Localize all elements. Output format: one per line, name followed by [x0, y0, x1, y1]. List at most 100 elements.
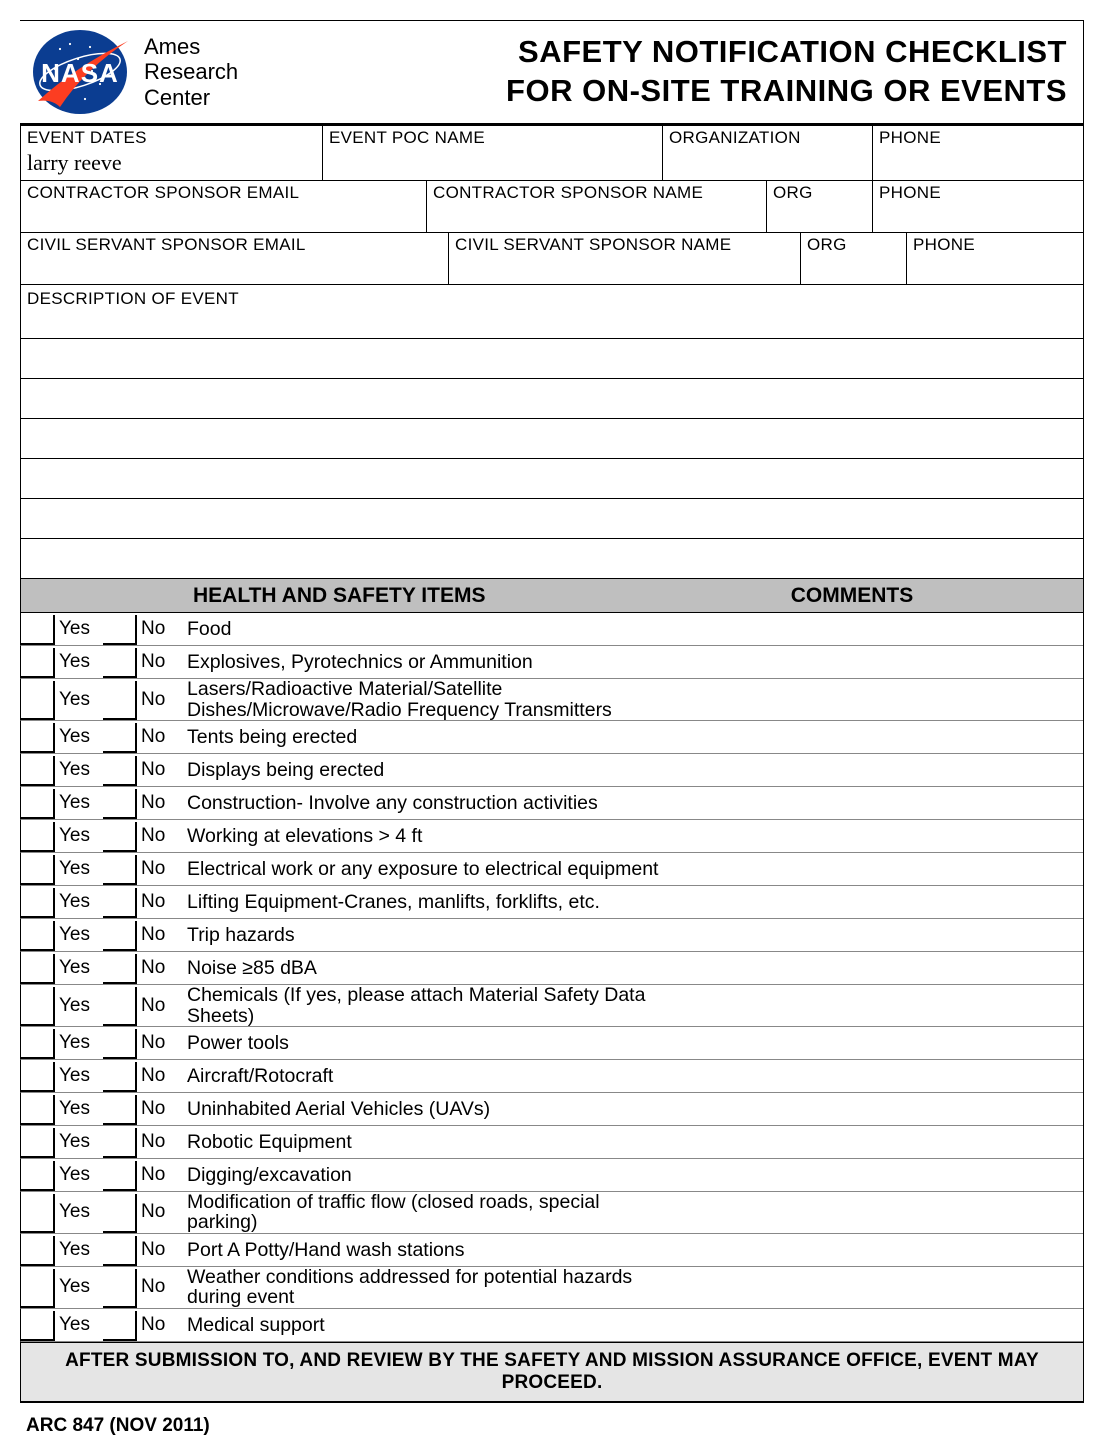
- yes-checkbox[interactable]: [21, 888, 55, 918]
- center-name: Ames Research Center: [144, 34, 238, 110]
- comment-cell[interactable]: [663, 985, 1083, 1026]
- contractor-name-cell[interactable]: CONTRACTOR SPONSOR NAME: [426, 181, 766, 233]
- comment-cell[interactable]: [663, 679, 1083, 720]
- no-label: No: [137, 919, 177, 951]
- comment-cell[interactable]: [663, 613, 1083, 645]
- contractor-name-label: CONTRACTOR SPONSOR NAME: [433, 183, 760, 203]
- checklist-row: YesNoFood: [20, 613, 1083, 646]
- form-title: SAFETY NOTIFICATION CHECKLIST FOR ON-SIT…: [238, 33, 1073, 111]
- civil-email-cell[interactable]: CIVIL SERVANT SPONSOR EMAIL: [20, 233, 448, 285]
- yes-checkbox[interactable]: [21, 1161, 55, 1191]
- phone-cell-2[interactable]: PHONE: [872, 181, 1083, 233]
- no-checkbox[interactable]: [103, 1194, 137, 1233]
- no-checkbox[interactable]: [103, 1311, 137, 1341]
- yes-checkbox[interactable]: [21, 954, 55, 984]
- organization-cell[interactable]: ORGANIZATION: [662, 126, 872, 181]
- org-cell-1[interactable]: ORG: [766, 181, 872, 233]
- comment-cell[interactable]: [663, 886, 1083, 918]
- yes-checkbox[interactable]: [21, 723, 55, 753]
- no-checkbox[interactable]: [103, 648, 137, 678]
- yes-checkbox[interactable]: [21, 1062, 55, 1092]
- yes-checkbox[interactable]: [21, 789, 55, 819]
- no-checkbox[interactable]: [103, 681, 137, 720]
- comment-cell[interactable]: [663, 1267, 1083, 1308]
- comment-cell[interactable]: [663, 1093, 1083, 1125]
- checklist-row: YesNoChemicals (If yes, please attach Ma…: [20, 985, 1083, 1027]
- no-checkbox[interactable]: [103, 1128, 137, 1158]
- comment-cell[interactable]: [663, 787, 1083, 819]
- yes-checkbox[interactable]: [21, 987, 55, 1026]
- desc-line[interactable]: [21, 379, 1083, 419]
- description-lines[interactable]: [20, 339, 1083, 579]
- no-checkbox[interactable]: [103, 1269, 137, 1308]
- comment-cell[interactable]: [663, 919, 1083, 951]
- phone-cell-1[interactable]: PHONE: [872, 126, 1083, 181]
- no-checkbox[interactable]: [103, 1161, 137, 1191]
- no-checkbox[interactable]: [103, 954, 137, 984]
- item-text: Digging/excavation: [177, 1159, 663, 1191]
- no-checkbox[interactable]: [103, 822, 137, 852]
- yes-checkbox[interactable]: [21, 648, 55, 678]
- item-text: Medical support: [177, 1309, 663, 1341]
- desc-line[interactable]: [21, 499, 1083, 539]
- comment-cell[interactable]: [663, 1060, 1083, 1092]
- comment-cell[interactable]: [663, 1234, 1083, 1266]
- comment-cell[interactable]: [663, 1192, 1083, 1233]
- no-checkbox[interactable]: [103, 1236, 137, 1266]
- desc-line[interactable]: [21, 419, 1083, 459]
- yes-checkbox[interactable]: [21, 756, 55, 786]
- comment-cell[interactable]: [663, 820, 1083, 852]
- comment-cell[interactable]: [663, 1126, 1083, 1158]
- no-checkbox[interactable]: [103, 921, 137, 951]
- form-id: ARC 847 (NOV 2011): [20, 1403, 1084, 1437]
- comments-title: COMMENTS: [661, 584, 1083, 608]
- yes-checkbox[interactable]: [21, 1194, 55, 1233]
- phone-cell-3[interactable]: PHONE: [906, 233, 1083, 285]
- comment-cell[interactable]: [663, 1309, 1083, 1341]
- no-checkbox[interactable]: [103, 723, 137, 753]
- items-container: YesNoFoodYesNoExplosives, Pyrotechnics o…: [20, 613, 1083, 1342]
- no-checkbox[interactable]: [103, 756, 137, 786]
- yes-checkbox[interactable]: [21, 822, 55, 852]
- yes-label: Yes: [55, 613, 103, 645]
- desc-line[interactable]: [21, 539, 1083, 579]
- yes-checkbox[interactable]: [21, 1095, 55, 1125]
- comment-cell[interactable]: [663, 952, 1083, 984]
- yes-checkbox[interactable]: [21, 1236, 55, 1266]
- yes-checkbox[interactable]: [21, 921, 55, 951]
- comment-cell[interactable]: [663, 1159, 1083, 1191]
- yes-checkbox[interactable]: [21, 855, 55, 885]
- checklist-row: YesNoPower tools: [20, 1027, 1083, 1060]
- no-checkbox[interactable]: [103, 789, 137, 819]
- checklist-row: YesNoUninhabited Aerial Vehicles (UAVs): [20, 1093, 1083, 1126]
- no-checkbox[interactable]: [103, 888, 137, 918]
- no-checkbox[interactable]: [103, 1062, 137, 1092]
- no-checkbox[interactable]: [103, 855, 137, 885]
- civil-name-cell[interactable]: CIVIL SERVANT SPONSOR NAME: [448, 233, 800, 285]
- no-checkbox[interactable]: [103, 1029, 137, 1059]
- yes-checkbox[interactable]: [21, 681, 55, 720]
- comment-cell[interactable]: [663, 853, 1083, 885]
- comment-cell[interactable]: [663, 721, 1083, 753]
- event-dates-cell[interactable]: EVENT DATES larry reeve: [20, 126, 322, 181]
- no-checkbox[interactable]: [103, 987, 137, 1026]
- yes-checkbox[interactable]: [21, 1029, 55, 1059]
- yes-checkbox[interactable]: [21, 1128, 55, 1158]
- item-text: Aircraft/Rotocraft: [177, 1060, 663, 1092]
- comment-cell[interactable]: [663, 1027, 1083, 1059]
- contractor-email-cell[interactable]: CONTRACTOR SPONSOR EMAIL: [20, 181, 426, 233]
- desc-line[interactable]: [21, 459, 1083, 499]
- comment-cell[interactable]: [663, 646, 1083, 678]
- no-label: No: [137, 613, 177, 645]
- no-checkbox[interactable]: [103, 1095, 137, 1125]
- phone-label-3: PHONE: [913, 235, 1077, 255]
- event-poc-cell[interactable]: EVENT POC NAME: [322, 126, 662, 181]
- yes-checkbox[interactable]: [21, 1269, 55, 1308]
- comment-cell[interactable]: [663, 754, 1083, 786]
- desc-line[interactable]: [21, 339, 1083, 379]
- yes-checkbox[interactable]: [21, 615, 55, 645]
- item-text: Construction- Involve any construction a…: [177, 787, 663, 819]
- yes-checkbox[interactable]: [21, 1311, 55, 1341]
- org-cell-2[interactable]: ORG: [800, 233, 906, 285]
- no-checkbox[interactable]: [103, 615, 137, 645]
